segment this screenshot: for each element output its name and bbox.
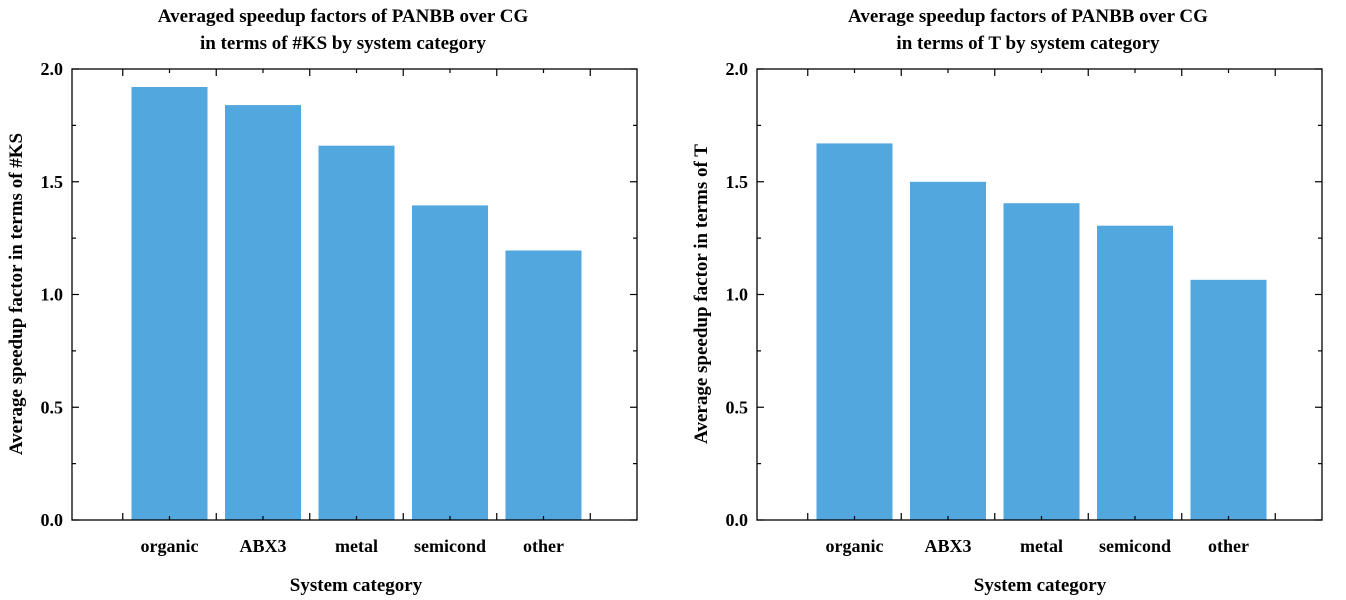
- y-tick-label: 0.5: [41, 397, 64, 417]
- chart-t: Average speedup factors of PANBB over CG…: [691, 6, 1323, 596]
- x-tick-label: other: [523, 536, 564, 556]
- y-tick-label: 1.0: [41, 285, 64, 305]
- x-tick-label: organic: [826, 536, 884, 556]
- bar-metal: [318, 145, 395, 520]
- bar-abx3: [225, 105, 301, 520]
- x-tick-label: metal: [1020, 536, 1063, 556]
- x-tick-label: other: [1208, 536, 1249, 556]
- bar-metal: [1003, 203, 1080, 520]
- chart-subtitle: in terms of #KS by system category: [200, 33, 487, 54]
- y-tick-label: 1.0: [726, 285, 749, 305]
- bar-semicond: [412, 205, 488, 520]
- bar-organic: [131, 87, 208, 520]
- bar-semicond: [1097, 225, 1173, 520]
- y-tick-label: 1.5: [726, 172, 749, 192]
- y-tick-label: 2.0: [726, 59, 749, 79]
- y-tick-label: 0.0: [726, 510, 749, 530]
- y-tick-label: 2.0: [41, 59, 64, 79]
- x-tick-label: semicond: [414, 536, 486, 556]
- bar-other: [1190, 279, 1267, 520]
- bar-organic: [816, 143, 893, 520]
- x-tick-label: organic: [141, 536, 199, 556]
- chart-title: Averaged speedup factors of PANBB over C…: [158, 6, 529, 27]
- bar-other: [505, 250, 582, 520]
- chart-ks: Averaged speedup factors of PANBB over C…: [6, 6, 638, 596]
- x-tick-label: metal: [335, 536, 378, 556]
- x-axis-label: System category: [974, 575, 1107, 596]
- chart-subtitle: in terms of T by system category: [896, 33, 1160, 54]
- x-axis-label: System category: [290, 575, 423, 596]
- x-tick-label: ABX3: [239, 536, 286, 556]
- x-tick-label: semicond: [1099, 536, 1171, 556]
- y-tick-label: 1.5: [41, 172, 64, 192]
- y-axis-label: Average speedup factor in terms of #KS: [6, 133, 27, 455]
- x-tick-label: ABX3: [924, 536, 971, 556]
- bar-abx3: [910, 181, 986, 521]
- y-tick-label: 0.0: [41, 510, 64, 530]
- bars: [816, 143, 1267, 521]
- y-tick-label: 0.5: [726, 397, 749, 417]
- chart-title: Average speedup factors of PANBB over CG: [848, 6, 1208, 27]
- bars: [131, 87, 582, 520]
- y-axis-label: Average speedup factor in terms of T: [691, 144, 712, 444]
